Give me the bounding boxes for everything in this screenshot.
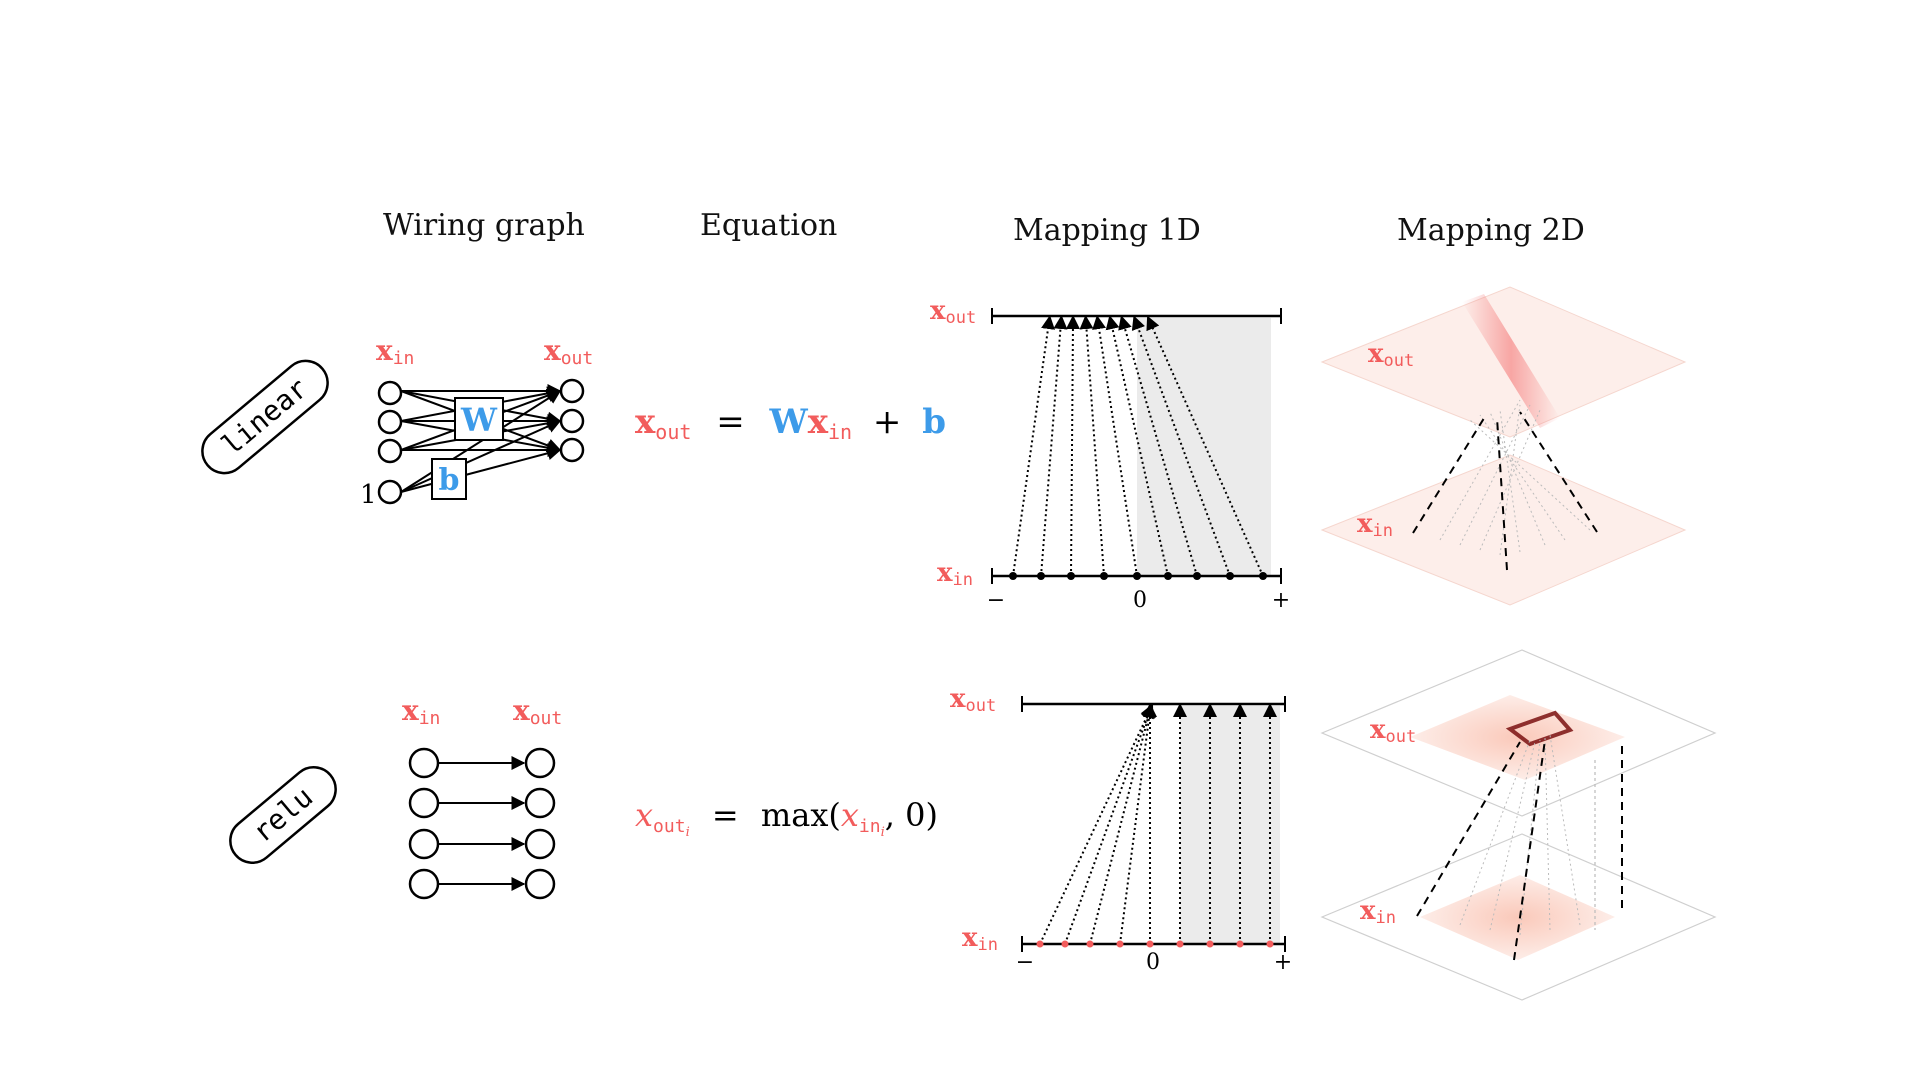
mapping-line: [1065, 315, 1080, 577]
output-node: [559, 437, 585, 463]
input-point: [1100, 572, 1108, 580]
axis-label-x-in: xin: [937, 558, 973, 590]
equation-linear: xout = Wxin + b: [635, 402, 946, 448]
input-node: [377, 438, 403, 464]
tick-zero: 0: [1146, 950, 1160, 975]
input-node: [377, 380, 403, 406]
mapping-2d-linear: xout xin: [1320, 286, 1687, 606]
input-point: [1036, 940, 1044, 948]
equation-relu: xouti = max(xini, 0): [635, 796, 938, 844]
tick-minus: −: [1016, 950, 1034, 975]
bias-node: [377, 479, 403, 505]
output-node: [524, 787, 556, 819]
input-point: [1193, 572, 1201, 580]
input-point: [1259, 572, 1267, 580]
label-x-in: xin: [402, 694, 440, 729]
header-mapping-1d: Mapping 1D: [1013, 213, 1201, 248]
input-point: [1236, 940, 1244, 948]
input-node: [408, 828, 440, 860]
tick-minus: −: [987, 588, 1005, 613]
output-node: [559, 378, 585, 404]
wiring-graph-relu: xin xout: [402, 694, 562, 900]
input-point: [1037, 572, 1045, 580]
bias-input-label: 1: [360, 480, 377, 510]
input-point: [1146, 940, 1154, 948]
label-x-out: xout: [544, 334, 593, 369]
svg-text:xout = Wxin: xout = Wxin + b: [635, 402, 946, 448]
mapping-line: [1089, 703, 1156, 945]
tick-plus: +: [1274, 950, 1292, 975]
plane-label-x-out: xout: [1368, 339, 1414, 371]
input-point: [1009, 572, 1017, 580]
mapping-line: [1119, 703, 1157, 945]
input-node: [408, 747, 440, 779]
svg-text:xouti = max(xini,: xouti = max(xini, 0): [635, 796, 938, 844]
plane-label-x-out: xout: [1370, 715, 1416, 747]
mapping-line: [1039, 703, 1154, 945]
weight-label: W: [460, 401, 498, 439]
mapping-line: [1012, 315, 1055, 577]
tag-linear: linear: [201, 359, 329, 475]
input-node: [408, 868, 440, 900]
tick-zero: 0: [1133, 588, 1147, 613]
output-node: [524, 747, 556, 779]
plane-label-x-in: xin: [1360, 896, 1396, 928]
header-equation: Equation: [700, 208, 838, 243]
input-point: [1067, 572, 1075, 580]
header-mapping-2d: Mapping 2D: [1397, 213, 1585, 248]
output-node: [559, 408, 585, 434]
plane-label-x-in: xin: [1357, 509, 1393, 541]
tick-plus: +: [1272, 588, 1290, 613]
mapping-line: [1118, 315, 1198, 577]
input-point: [1226, 572, 1234, 580]
input-point: [1176, 940, 1184, 948]
mapping-1d-relu: xout xin − 0 +: [950, 684, 1292, 975]
mapping-line: [1040, 315, 1068, 577]
input-node: [377, 409, 403, 435]
input-node: [408, 787, 440, 819]
input-point: [1133, 572, 1141, 580]
header-wiring-graph: Wiring graph: [383, 208, 585, 243]
weight-box: [454, 397, 504, 441]
label-x-in: xin: [376, 334, 414, 369]
output-node: [524, 828, 556, 860]
mapping-line: [1146, 315, 1264, 577]
input-point: [1206, 940, 1214, 948]
mapping-line: [1105, 315, 1169, 577]
bias-label: b: [439, 463, 460, 498]
mapping-1d-linear: xout xin − 0 +: [930, 296, 1290, 613]
mapping-line: [1064, 703, 1155, 945]
mapping-line: [1092, 315, 1138, 577]
input-point: [1086, 940, 1094, 948]
tag-relu: relu: [229, 766, 337, 864]
axis-label-x-in: xin: [962, 923, 998, 955]
input-point: [1164, 572, 1172, 580]
axis-label-x-out: xout: [950, 684, 996, 716]
axis-label-x-out: xout: [930, 296, 976, 328]
bias-box: [431, 458, 467, 500]
wiring-graph-linear: xin xout 1 W b: [360, 334, 593, 510]
input-point: [1266, 940, 1274, 948]
mapping-line: [1079, 315, 1105, 577]
mapping-line: [1131, 315, 1231, 577]
label-x-out: xout: [513, 694, 562, 729]
mapping-2d-relu: xout xin: [1320, 649, 1717, 1001]
input-point: [1061, 940, 1069, 948]
output-node: [524, 868, 556, 900]
input-point: [1116, 940, 1124, 948]
